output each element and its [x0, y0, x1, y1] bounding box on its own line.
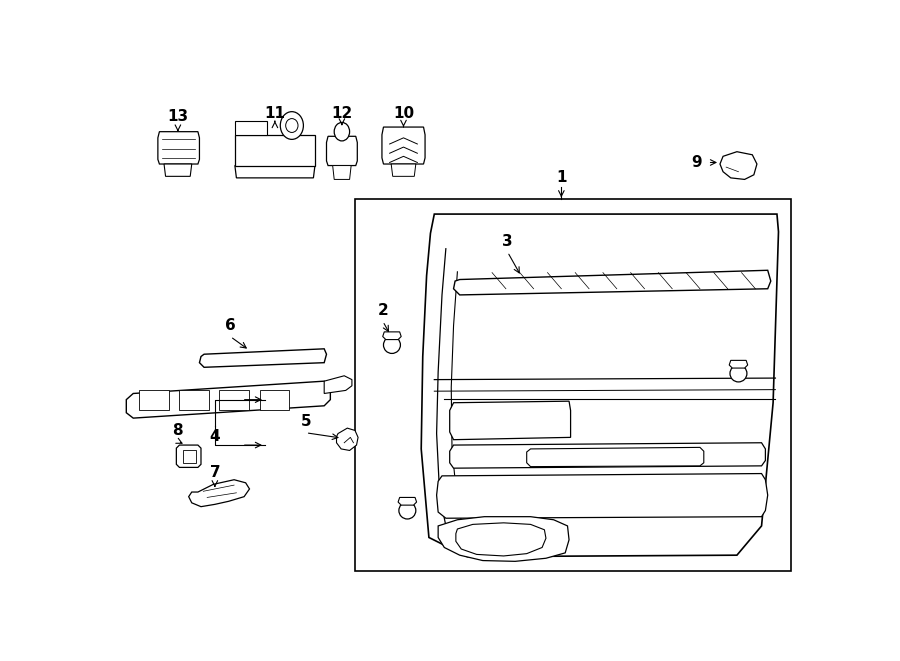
Ellipse shape [334, 122, 349, 141]
Polygon shape [450, 443, 765, 468]
Polygon shape [126, 381, 330, 418]
Polygon shape [235, 121, 267, 135]
Polygon shape [324, 375, 352, 393]
Text: 11: 11 [265, 106, 285, 121]
Polygon shape [526, 447, 704, 467]
Bar [355, 199, 791, 570]
Ellipse shape [399, 502, 416, 519]
Text: 7: 7 [210, 465, 220, 479]
Polygon shape [421, 214, 778, 557]
Text: 2: 2 [377, 303, 388, 318]
Text: 8: 8 [173, 423, 184, 438]
Bar [220, 391, 248, 410]
Bar [140, 391, 168, 410]
Text: 10: 10 [393, 106, 414, 121]
Polygon shape [200, 349, 327, 368]
Ellipse shape [383, 336, 400, 354]
Bar [259, 391, 289, 410]
Polygon shape [158, 132, 200, 164]
Ellipse shape [280, 112, 303, 139]
Bar [179, 391, 209, 410]
Polygon shape [337, 428, 358, 450]
Polygon shape [436, 473, 768, 518]
Polygon shape [398, 498, 417, 505]
Polygon shape [450, 401, 571, 440]
Polygon shape [456, 523, 546, 556]
Polygon shape [382, 332, 401, 340]
Text: 12: 12 [331, 106, 353, 121]
Polygon shape [235, 135, 315, 165]
Polygon shape [729, 360, 748, 368]
Polygon shape [333, 165, 351, 179]
Polygon shape [164, 164, 192, 176]
Text: 5: 5 [301, 414, 311, 430]
Ellipse shape [285, 118, 298, 132]
Polygon shape [382, 127, 425, 164]
Polygon shape [176, 445, 201, 467]
Polygon shape [235, 165, 315, 178]
Text: 4: 4 [210, 429, 220, 444]
Text: 1: 1 [556, 171, 567, 185]
Polygon shape [720, 152, 757, 179]
Polygon shape [454, 270, 770, 295]
Text: 13: 13 [167, 109, 188, 124]
Polygon shape [327, 136, 357, 165]
Text: 3: 3 [502, 233, 513, 249]
Ellipse shape [730, 365, 747, 382]
Bar [183, 449, 196, 463]
Polygon shape [392, 164, 416, 176]
Polygon shape [189, 480, 249, 507]
Polygon shape [438, 517, 569, 561]
Text: 9: 9 [691, 155, 701, 170]
Text: 6: 6 [225, 318, 236, 333]
